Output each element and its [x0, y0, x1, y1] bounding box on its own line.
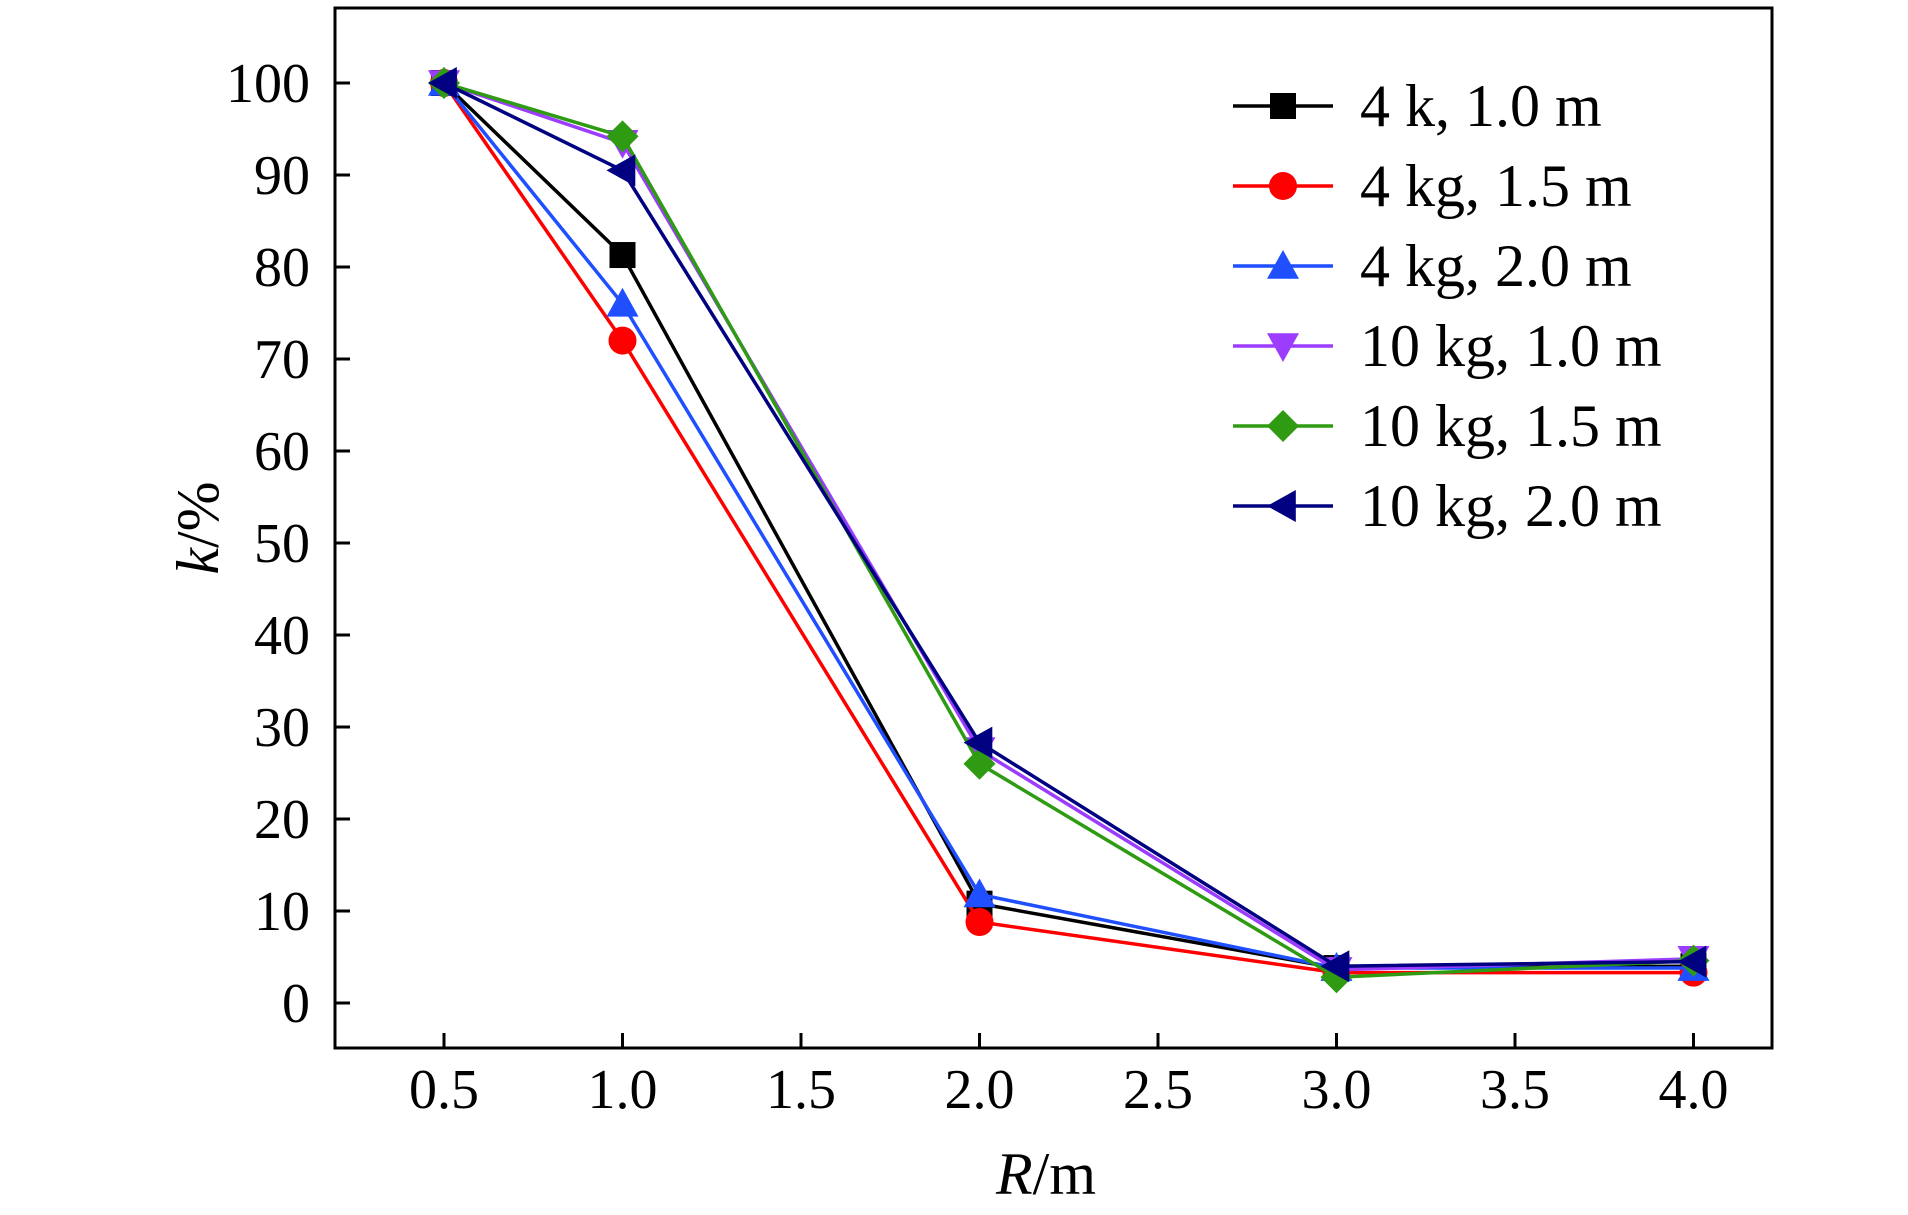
y-tick-label: 80	[254, 237, 310, 299]
data-point	[1677, 945, 1707, 978]
data-point	[965, 908, 994, 937]
y-tick-label: 30	[254, 697, 310, 759]
x-tick-label: 1.0	[588, 1059, 658, 1121]
legend-entry: 10 kg, 1.5 m	[1233, 393, 1662, 459]
data-point	[1320, 950, 1350, 983]
ticks-layer: 0.5 1.0 1.5 2.0 2.5 3.0 3.5 4.0 0 10 20 30 40 50 60 70 8…	[226, 53, 1729, 1121]
y-axis-variable: k	[165, 547, 231, 575]
x-tick-label: 3.0	[1302, 1059, 1372, 1121]
data-point	[963, 726, 993, 759]
data-point	[608, 326, 637, 355]
legend-label: 4 k, 1.0 m	[1360, 73, 1602, 139]
y-tick-label: 50	[254, 513, 310, 575]
series-layer	[428, 67, 1710, 994]
data-point	[609, 242, 636, 269]
legend-marker	[1269, 172, 1297, 200]
legend-entry: 4 kg, 2.0 m	[1233, 233, 1632, 299]
x-tick-label: 2.0	[945, 1059, 1015, 1121]
data-point	[606, 287, 639, 317]
y-tick-label: 0	[282, 973, 310, 1035]
legend-marker	[1267, 333, 1299, 362]
legend-label: 10 kg, 2.0 m	[1360, 473, 1662, 539]
data-point	[428, 67, 457, 99]
legend-entry: 10 kg, 2.0 m	[1233, 473, 1662, 539]
y-axis-title: k/%	[165, 481, 231, 574]
x-tick-label: 4.0	[1659, 1059, 1729, 1121]
x-tick-label: 3.5	[1480, 1059, 1550, 1121]
legend-marker	[1267, 410, 1299, 442]
legend-marker	[1267, 490, 1296, 522]
data-point	[606, 154, 636, 187]
y-tick-label: 100	[226, 53, 310, 115]
x-axis-variable: R	[995, 1141, 1033, 1207]
y-tick-label: 40	[254, 605, 310, 667]
y-tick-label: 10	[254, 881, 310, 943]
legend-marker	[1270, 93, 1296, 119]
legend: 4 k, 1.0 m 4 kg, 1.5 m 4 kg, 2.0 m 10 kg, 1…	[1233, 73, 1662, 539]
legend-entry: 4 k, 1.0 m	[1233, 73, 1602, 139]
data-point	[963, 878, 996, 908]
x-tick-label: 2.5	[1123, 1059, 1193, 1121]
legend-marker	[1267, 250, 1299, 279]
x-axis-title: R/m	[995, 1141, 1096, 1207]
x-tick-label: 1.5	[766, 1059, 836, 1121]
x-axis-unit: /m	[1033, 1141, 1096, 1207]
legend-label: 4 kg, 1.5 m	[1360, 153, 1632, 219]
legend-label: 10 kg, 1.5 m	[1360, 393, 1662, 459]
legend-label: 4 kg, 2.0 m	[1360, 233, 1632, 299]
y-tick-label: 90	[254, 145, 310, 207]
x-tick-label: 0.5	[409, 1059, 479, 1121]
y-tick-label: 60	[254, 421, 310, 483]
legend-label: 10 kg, 1.0 m	[1360, 313, 1662, 379]
data-point	[606, 120, 639, 153]
plot-frame	[333, 6, 1774, 1050]
y-tick-label: 20	[254, 789, 310, 851]
legend-entry: 10 kg, 1.0 m	[1233, 313, 1662, 379]
series-6	[428, 67, 1707, 983]
y-axis-unit: /%	[165, 481, 231, 548]
legend-entry: 4 kg, 1.5 m	[1233, 153, 1632, 219]
y-tick-label: 70	[254, 329, 310, 391]
